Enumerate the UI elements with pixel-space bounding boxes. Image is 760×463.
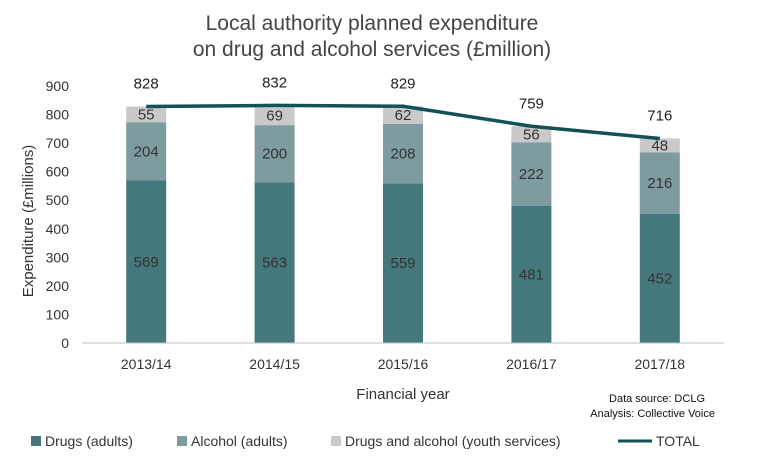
bar-segment [639,152,680,214]
bar-segment-label: 452 [647,270,672,287]
bar-segment-label: 55 [138,106,155,123]
bar-segment [639,213,680,343]
legend-label-total: TOTAL [656,433,700,449]
bar-segment-label: 222 [519,166,544,183]
bar-segment [383,183,423,343]
bar-segment-label: 204 [134,143,159,160]
legend: Drugs (adults) Alcohol (adults) Drugs an… [31,433,700,449]
y-tick-label: 600 [46,164,70,180]
y-axis-label: Expenditure (£millions) [20,145,37,298]
bar-segment-label: 216 [647,175,672,192]
total-value-label: 759 [519,95,544,112]
bar-segment-label: 559 [390,255,415,272]
bar-segment [511,126,552,143]
total-line [146,103,660,141]
total-value-label: 716 [647,108,672,125]
stacked-bars: 569 204 55 563 200 69 559 208 62 481 222 56 452 216 48 [126,105,680,343]
chart-title-line-1: Local authority planned expenditure [206,12,539,35]
total-value-label: 829 [390,75,415,92]
bar-segment [383,123,423,184]
bar-segment-label: 208 [390,146,415,163]
y-axis-ticks: 0 100 200 300 400 500 600 700 800 900 [46,78,70,351]
bar-segment-label: 563 [262,255,287,272]
bar-segment [254,105,295,126]
bar-segment [126,106,167,123]
total-value-label: 828 [134,76,159,93]
legend-swatch-alcohol-adults [177,436,187,446]
x-tick-label: 2014/15 [249,356,300,372]
y-tick-label: 500 [46,192,70,208]
x-tick-label: 2015/16 [378,356,429,372]
bar-segment-label: 569 [134,254,159,271]
bar-segment-label: 69 [266,107,283,124]
bar-segment-label: 56 [523,126,540,143]
total-line-group [146,103,660,141]
bar-segment [254,125,295,183]
y-tick-label: 700 [46,135,70,151]
bar-segment-label: 48 [651,137,668,154]
y-tick-label: 800 [46,107,70,123]
x-tick-label: 2016/17 [506,356,557,372]
legend-label-alcohol-adults: Alcohol (adults) [191,433,288,449]
legend-swatch-drugs-adults [31,436,41,446]
x-axis-ticks: 2013/14 2014/15 2015/16 2016/17 2017/18 [121,356,685,372]
total-labels: 828 832 829 759 716 [134,74,673,124]
bar-segment-label: 62 [395,107,412,124]
bar-segment [126,180,167,343]
bar-segment [639,138,680,153]
bar-segment [254,182,295,343]
y-tick-label: 0 [61,335,69,351]
y-tick-label: 300 [46,249,70,265]
bar-segment-label: 481 [519,266,544,283]
legend-label-youth-services: Drugs and alcohol (youth services) [345,433,561,449]
analysis-note: Analysis: Collective Voice [590,408,715,420]
bar-segment [511,142,552,206]
y-tick-label: 900 [46,78,70,94]
x-tick-label: 2017/18 [634,356,685,372]
x-axis-label: Financial year [356,386,449,403]
bar-segment-label: 200 [262,146,287,163]
y-tick-label: 400 [46,221,70,237]
bar-segment [126,122,167,181]
bar-segment [383,106,423,124]
legend-label-drugs-adults: Drugs (adults) [45,433,133,449]
total-value-label: 832 [262,74,287,91]
data-source-note: Data source: DCLG [609,393,705,405]
x-tick-label: 2013/14 [121,356,172,372]
y-tick-label: 100 [46,306,70,322]
legend-swatch-youth-services [331,436,341,446]
y-tick-label: 200 [46,278,70,294]
bar-segment [511,205,552,343]
chart-title-line-2: on drug and alcohol services (£million) [193,38,551,61]
